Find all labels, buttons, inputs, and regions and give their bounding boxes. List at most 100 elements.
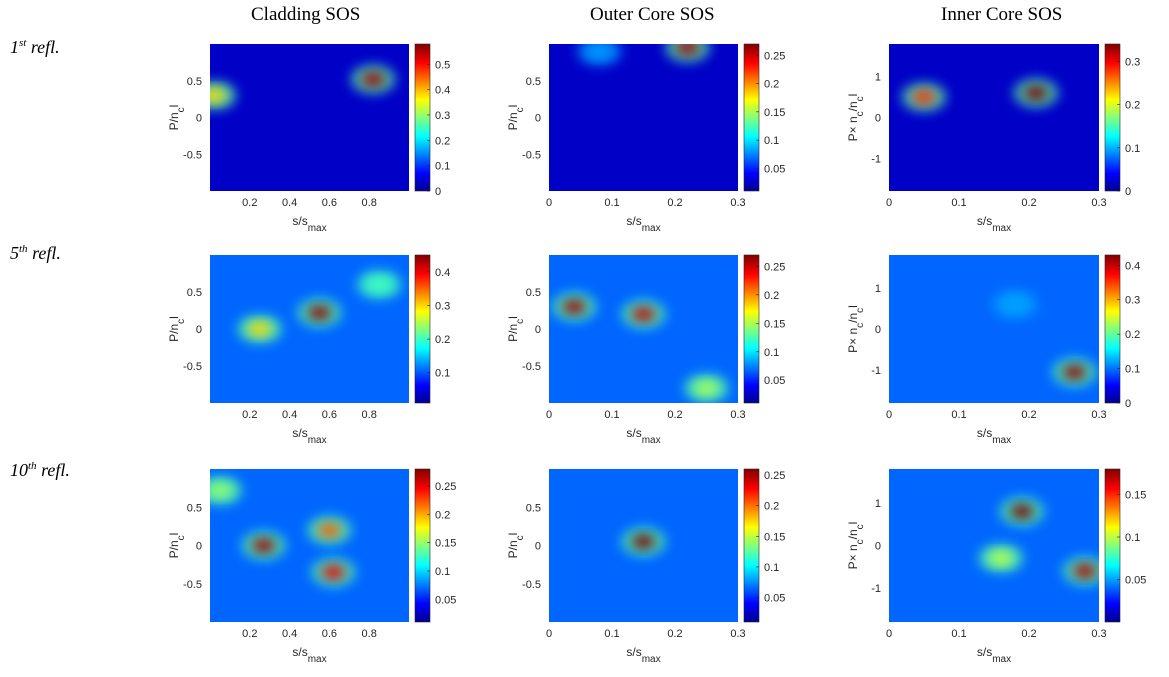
colorbar-tick-label: 0.05	[764, 375, 785, 387]
y-tick-label: 0	[196, 113, 202, 125]
heatmap-hotspot	[1010, 504, 1034, 519]
colorbar-tick-label: 0.1	[764, 135, 779, 147]
colorbar-tick-label: 0.2	[764, 79, 779, 91]
colorbar-tick-label: 0.2	[1125, 329, 1140, 341]
x-tick-label: 0	[546, 197, 552, 209]
heatmap-panel-r2-c1: 0 0.1 0.2 0.3 0.5 0 -0.5 s/smax P/ncl 0.25 0.2 0.15…	[506, 468, 785, 665]
x-axis-label: s/smax	[977, 645, 1011, 665]
colorbar-tick-label: 0.15	[1125, 490, 1146, 502]
column-title-outer-core: Outer Core SOS	[590, 4, 715, 25]
y-axis-label: P/ncl	[506, 105, 526, 131]
x-tick-label: 0.8	[362, 628, 377, 640]
colorbar-tick-label: 0.15	[435, 538, 456, 550]
y-tick-label: -0.5	[522, 361, 541, 373]
heatmap-panel-r1-c1: 0 0.1 0.2 0.3 0.5 0 -0.5 s/smax P/ncl 0.25 0.2 0.15…	[506, 254, 785, 446]
y-tick-label: -1	[871, 583, 881, 595]
heatmap-hotspot	[587, 44, 612, 59]
row-text: refl.	[30, 37, 60, 57]
y-tick-label: 0	[875, 113, 881, 125]
x-tick-label: 0	[886, 197, 892, 209]
heatmap-hotspot	[694, 381, 719, 396]
x-tick-label: 0	[886, 409, 892, 421]
heatmap-background	[549, 44, 738, 191]
x-tick-label: 0.2	[667, 628, 682, 640]
x-tick-label: 0	[886, 628, 892, 640]
heatmap-hotspot	[361, 72, 386, 87]
y-tick-label: -1	[871, 153, 881, 165]
heatmap-hotspot	[989, 551, 1013, 566]
row-suffix: th	[28, 460, 37, 472]
heatmap-panel-r0-c1: 0 0.1 0.2 0.3 0.5 0 -0.5 s/smax P/ncl 0.25 0.2 0.15…	[506, 43, 785, 234]
y-tick-label: -0.5	[183, 579, 202, 591]
x-tick-label: 0.1	[951, 197, 966, 209]
y-tick-label: 0	[535, 113, 541, 125]
y-axis-label: P/ncl	[506, 316, 526, 342]
colorbar-tick-label: 0.15	[764, 531, 785, 543]
heatmap-panel-r1-c0: 0.2 0.4 0.6 0.8 0.5 0 -0.5 s/smax P/ncl 0.4 0.3 0.2…	[167, 254, 450, 446]
x-tick-label: 0.1	[951, 628, 966, 640]
colorbar-tick-label: 0.1	[435, 161, 450, 173]
x-tick-label: 0.6	[322, 197, 337, 209]
heatmap-hotspot	[562, 299, 587, 314]
x-tick-label: 0.3	[730, 409, 745, 421]
y-axis-label: P/ncl	[506, 533, 526, 559]
x-tick-label: 0.2	[242, 409, 257, 421]
y-tick-label: -1	[871, 365, 881, 377]
x-tick-label: 0.2	[242, 628, 257, 640]
colorbar-tick-label: 0.4	[435, 267, 450, 279]
heatmap-panel-r0-c2: 0 0.1 0.2 0.3 1 0 -1 s/smax P× nc/ncl 0.3 0.2 0.1 0	[846, 43, 1140, 234]
x-tick-label: 0.1	[604, 197, 619, 209]
colorbar-tick-label: 0.15	[764, 107, 785, 119]
colorbar-tick-label: 0.25	[435, 481, 456, 493]
colorbar-tick-label: 0.05	[764, 163, 785, 175]
heatmap-panel-r0-c0: 0.2 0.4 0.6 0.8 0.5 0 -0.5 s/smax P/ncl 0.5 0.4 0.3…	[167, 43, 450, 234]
y-axis-label: P× nc/ncl	[846, 94, 866, 142]
colorbar	[743, 254, 760, 404]
colorbar-tick-label: 0.4	[1125, 260, 1140, 272]
colorbar-tick-label: 0.1	[1125, 143, 1140, 155]
colorbar-tick-label: 0.05	[1125, 575, 1146, 587]
row-number: 1	[10, 37, 19, 57]
heatmap-hotspot	[675, 44, 700, 55]
heatmap-hotspot	[631, 534, 656, 549]
heatmap-hotspot	[251, 538, 276, 553]
x-tick-label: 0.8	[362, 197, 377, 209]
heatmap-hotspot	[307, 305, 332, 320]
x-tick-label: 0.3	[730, 197, 745, 209]
x-tick-label: 0.1	[951, 409, 966, 421]
y-tick-label: -0.5	[522, 579, 541, 591]
colorbar-tick-label: 0.15	[764, 318, 785, 330]
y-tick-label: 1	[875, 283, 881, 295]
y-tick-label: -0.5	[522, 149, 541, 161]
x-axis-label: s/smax	[626, 214, 660, 234]
colorbar-tick-label: 0.05	[764, 593, 785, 605]
x-axis-label: s/smax	[292, 645, 326, 665]
x-tick-label: 0.3	[1091, 628, 1106, 640]
x-tick-label: 0	[546, 628, 552, 640]
colorbar	[414, 468, 431, 623]
colorbar-tick-label: 0.3	[435, 300, 450, 312]
row-suffix: th	[19, 243, 28, 255]
y-tick-label: 0.5	[187, 287, 202, 299]
x-tick-label: 0.8	[362, 409, 377, 421]
x-axis-label: s/smax	[977, 214, 1011, 234]
y-tick-label: 1	[875, 498, 881, 510]
colorbar-tick-label: 0	[1125, 186, 1131, 198]
heatmap-hotspot	[631, 307, 656, 322]
y-axis-label: P× nc/ncl	[846, 522, 866, 570]
y-tick-label: 0	[875, 541, 881, 553]
colorbar-tick-label: 0.3	[1125, 56, 1140, 68]
x-tick-label: 0.3	[1091, 409, 1106, 421]
y-axis-label: P/ncl	[167, 316, 187, 342]
colorbar-tick-label: 0.2	[435, 334, 450, 346]
x-axis-label: s/smax	[626, 645, 660, 665]
y-tick-label: 0.5	[526, 502, 541, 514]
colorbar	[414, 254, 431, 404]
colorbar-tick-label: 0.5	[435, 59, 450, 71]
x-tick-label: 0.2	[242, 197, 257, 209]
heatmap-hotspot	[210, 88, 226, 103]
colorbar	[1104, 468, 1121, 623]
x-tick-label: 0.1	[604, 409, 619, 421]
y-axis-label: P/ncl	[167, 105, 187, 131]
